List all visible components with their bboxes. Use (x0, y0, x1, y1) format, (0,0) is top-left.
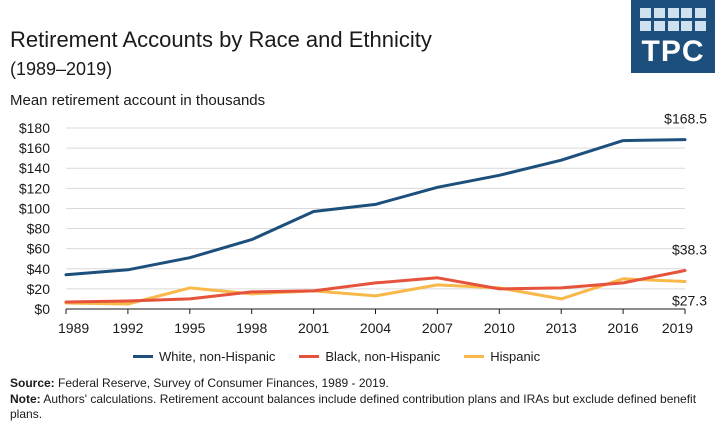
x-tick-label: 2016 (608, 320, 639, 336)
note-text: Authors' calculations. Retirement accoun… (10, 391, 697, 422)
x-tick-label: 2019 (662, 320, 693, 336)
series-end-label: $168.5 (664, 111, 707, 127)
x-tick-label: 2013 (546, 320, 577, 336)
logo-text: TPC (641, 35, 705, 68)
footnote: Source: Federal Reserve, Survey of Consu… (10, 376, 705, 423)
series-line-1 (64, 269, 687, 304)
x-tick-label: 1989 (58, 320, 89, 336)
logo-grid-icon (640, 8, 706, 32)
legend-label-hispanic: Hispanic (490, 348, 541, 364)
series-line-2 (64, 277, 687, 306)
y-tick-label: $80 (27, 221, 51, 237)
source-line: Source: Federal Reserve, Survey of Consu… (10, 376, 705, 392)
y-axis-ticks: $0 $20 $40 $60 $80 $100 $120 $140 $160 $180 (19, 120, 50, 317)
legend-item-white: White, non-Hispanic (133, 349, 275, 364)
grid-layer (66, 127, 685, 290)
x-tick-label: 2010 (484, 320, 515, 336)
x-tick-label: 1998 (236, 320, 267, 336)
series-layer (64, 138, 687, 306)
legend-label-black: Black, non-Hispanic (325, 348, 441, 364)
x-tick-label: 2004 (360, 320, 391, 336)
y-tick-label: $140 (19, 160, 50, 176)
legend: White, non-Hispanic Black, non-Hispanic … (133, 347, 564, 365)
y-tick-label: $100 (19, 200, 50, 216)
series-end-label: $38.3 (672, 241, 707, 257)
y-tick-label: $120 (19, 180, 50, 196)
end-label-layer: $168.5 $38.3 $27.3 (664, 111, 707, 309)
y-tick-label: $180 (19, 120, 50, 136)
y-tick-label: $0 (34, 301, 50, 317)
legend-item-black: Black, non-Hispanic (299, 349, 440, 364)
x-axis-ticks: 1989 1992 1995 1998 2001 2004 2007 2010 2013 2016… (58, 309, 693, 336)
note-line: Note: Authors' calculations. Retirement … (10, 392, 705, 423)
legend-swatch-black (299, 354, 320, 358)
line-chart: $0$20$40$60$80$100$120$140$160$180 1989 1… (19, 111, 707, 336)
source-label: Source: (10, 376, 55, 390)
legend-label-white: White, non-Hispanic (159, 348, 276, 364)
note-label: Note: (10, 391, 41, 406)
y-tick-label: $160 (19, 140, 50, 156)
x-tick-label: 1995 (174, 320, 205, 336)
chart-title: Retirement Accounts by Race and Ethnicit… (10, 27, 432, 52)
tpc-logo: TPC (631, 0, 715, 73)
x-tick-label: 2007 (422, 320, 453, 336)
legend-swatch-hispanic (464, 354, 485, 358)
y-tick-label: $60 (27, 241, 51, 257)
x-tick-label: 1992 (112, 320, 143, 336)
chart-subtitle: (1989–2019) (10, 59, 113, 79)
y-tick-label: $40 (27, 261, 51, 277)
series-line-0 (64, 138, 687, 277)
y-tick-label: $20 (27, 281, 51, 297)
legend-swatch-white (133, 354, 153, 358)
y-axis-unit-label: Mean retirement account in thousands (10, 92, 266, 109)
series-end-label: $27.3 (672, 293, 707, 309)
source-text: Federal Reserve, Survey of Consumer Fina… (54, 376, 389, 390)
x-tick-label: 2001 (298, 320, 329, 336)
legend-item-hispanic: Hispanic (464, 349, 540, 364)
